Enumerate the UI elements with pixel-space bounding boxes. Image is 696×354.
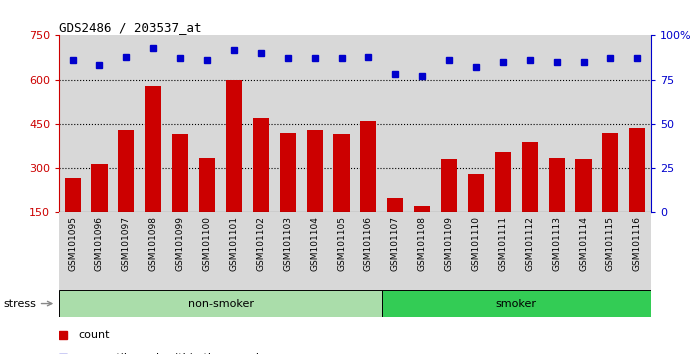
Bar <box>253 118 269 257</box>
Text: GSM101112: GSM101112 <box>525 216 535 271</box>
Bar <box>548 158 564 257</box>
Bar <box>91 164 108 257</box>
Bar <box>65 178 81 257</box>
Text: count: count <box>78 330 110 339</box>
Bar <box>441 159 457 257</box>
Text: GSM101108: GSM101108 <box>418 216 427 271</box>
Text: GDS2486 / 203537_at: GDS2486 / 203537_at <box>59 21 202 34</box>
Bar <box>145 86 161 257</box>
Bar <box>522 142 538 257</box>
Text: GSM101105: GSM101105 <box>337 216 346 271</box>
Text: non-smoker: non-smoker <box>187 298 253 309</box>
Bar <box>280 133 296 257</box>
Text: GSM101110: GSM101110 <box>471 216 480 271</box>
Text: percentile rank within the sample: percentile rank within the sample <box>78 353 266 354</box>
Text: GSM101104: GSM101104 <box>310 216 319 271</box>
Text: GSM101095: GSM101095 <box>68 216 77 271</box>
Text: smoker: smoker <box>496 298 537 309</box>
Text: GSM101113: GSM101113 <box>552 216 561 271</box>
Bar <box>414 206 430 257</box>
Bar <box>59 290 382 317</box>
Text: stress: stress <box>3 298 52 309</box>
Text: GSM101109: GSM101109 <box>445 216 454 271</box>
Bar <box>333 134 349 257</box>
Text: GSM101096: GSM101096 <box>95 216 104 271</box>
Text: GSM101099: GSM101099 <box>175 216 184 271</box>
Text: GSM101102: GSM101102 <box>256 216 265 271</box>
Bar <box>226 80 242 257</box>
Bar <box>172 134 188 257</box>
Text: GSM101106: GSM101106 <box>364 216 373 271</box>
Text: GSM101115: GSM101115 <box>606 216 615 271</box>
Bar <box>59 212 651 290</box>
Text: GSM101103: GSM101103 <box>283 216 292 271</box>
Text: GSM101097: GSM101097 <box>122 216 131 271</box>
Bar <box>468 174 484 257</box>
Text: GSM101098: GSM101098 <box>149 216 158 271</box>
Text: GSM101101: GSM101101 <box>230 216 239 271</box>
Bar <box>602 133 619 257</box>
Bar <box>306 130 323 257</box>
Bar <box>576 159 592 257</box>
Bar <box>361 121 377 257</box>
Bar <box>382 290 651 317</box>
Text: GSM101100: GSM101100 <box>203 216 212 271</box>
Text: GSM101111: GSM101111 <box>498 216 507 271</box>
Bar <box>118 130 134 257</box>
Text: GSM101114: GSM101114 <box>579 216 588 271</box>
Bar <box>199 158 215 257</box>
Bar <box>495 152 511 257</box>
Text: GSM101107: GSM101107 <box>390 216 400 271</box>
Bar <box>387 198 404 257</box>
Bar <box>629 128 645 257</box>
Text: GSM101116: GSM101116 <box>633 216 642 271</box>
